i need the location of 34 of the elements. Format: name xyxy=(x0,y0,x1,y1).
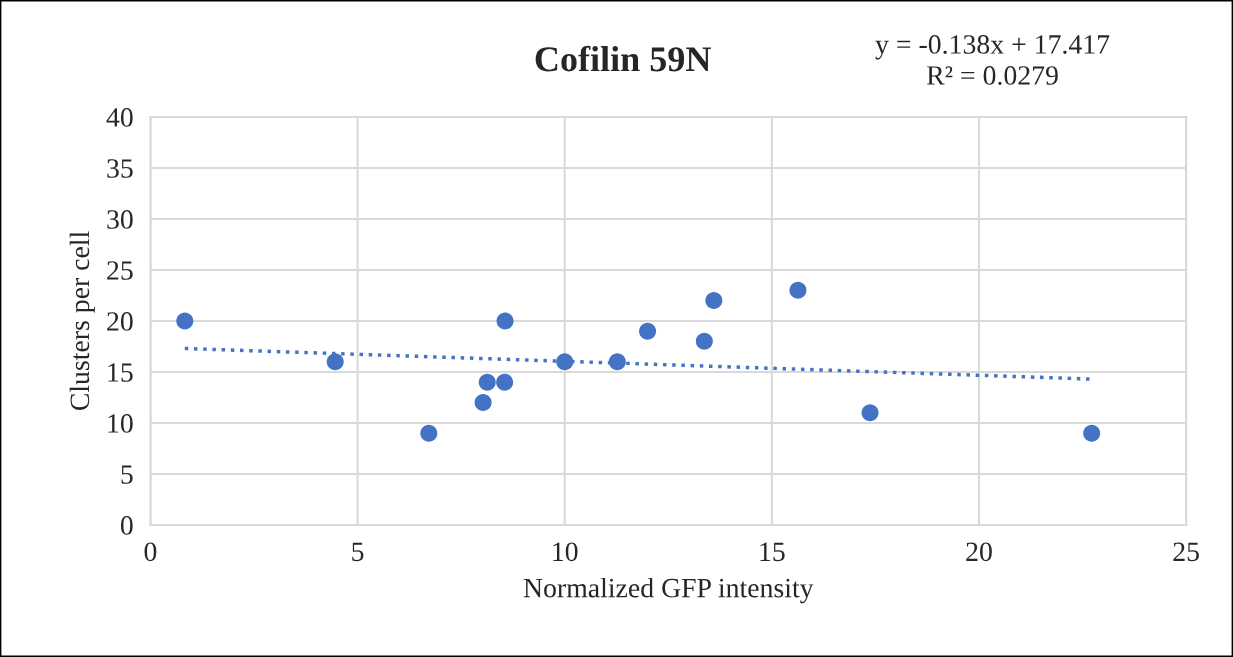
x-tick-label: 0 xyxy=(144,542,157,562)
point xyxy=(326,353,344,371)
point xyxy=(176,312,194,330)
x-tick-label: 5 xyxy=(352,542,364,562)
y-axis-title: Clusters per cell xyxy=(69,231,95,411)
y-tick-label: 10 xyxy=(108,414,133,433)
point xyxy=(789,281,807,299)
x-tick-label: 10 xyxy=(553,542,578,562)
y-tick-label: 15 xyxy=(108,363,133,382)
y-tick-label: 30 xyxy=(107,210,133,229)
x-axis-title: Normalized GFP intensity xyxy=(523,577,814,604)
point xyxy=(705,292,723,310)
x-tick-label: 25 xyxy=(1173,542,1199,562)
point xyxy=(556,353,574,371)
y-tick-label: 35 xyxy=(107,159,133,178)
y-tick-label: 20 xyxy=(107,312,133,331)
point xyxy=(496,373,514,391)
point xyxy=(420,424,438,442)
y-tick-label: 40 xyxy=(106,108,133,127)
x-tick-label: 15 xyxy=(760,542,785,562)
point xyxy=(496,312,514,330)
y-tick-label: 0 xyxy=(120,516,133,535)
chart-title: Cofilin 59N xyxy=(535,45,711,72)
point xyxy=(478,373,496,391)
point xyxy=(1083,424,1101,442)
y-tick-label: 25 xyxy=(107,261,133,280)
y-tick-label: 5 xyxy=(121,465,133,484)
text: y = -0.138x + 17.417 R² = 0.0279 xyxy=(875,35,1110,85)
point xyxy=(861,404,879,422)
point xyxy=(639,322,657,340)
x-tick-label: 20 xyxy=(966,542,992,562)
point xyxy=(474,394,492,412)
point xyxy=(608,353,626,371)
point xyxy=(695,332,713,350)
